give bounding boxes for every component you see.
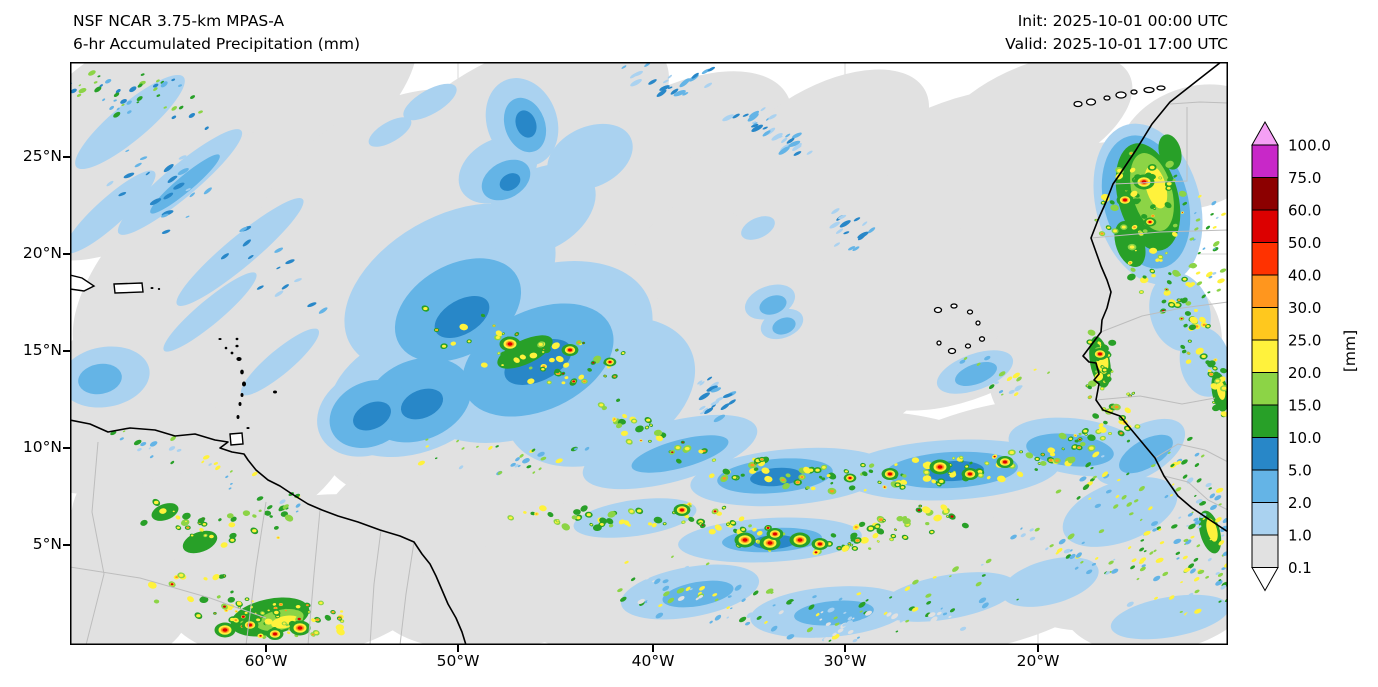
colorbar-tick-label: 1.0 bbox=[1288, 527, 1312, 545]
coastlines bbox=[69, 61, 1229, 646]
valid-time: Valid: 2025-10-01 17:00 UTC bbox=[1005, 35, 1228, 53]
lon-tick-mark bbox=[652, 645, 654, 652]
puerto-rico bbox=[113, 282, 144, 294]
lat-tick-label: 15°N bbox=[22, 341, 62, 359]
lon-tick-mark bbox=[1037, 645, 1039, 652]
lat-tick-label: 5°N bbox=[32, 535, 62, 553]
precip-speckle-layer bbox=[64, 62, 1236, 645]
lon-tick-label: 40°W bbox=[631, 652, 675, 670]
colorbar-unit-label: [mm] bbox=[1341, 329, 1359, 373]
coastline-south-america bbox=[69, 419, 467, 646]
lon-tick-mark bbox=[844, 645, 846, 652]
lon-tick-label: 20°W bbox=[1016, 652, 1060, 670]
hispaniola-tip bbox=[69, 274, 96, 292]
map-frame bbox=[70, 62, 1228, 645]
greater-antilles bbox=[69, 274, 244, 446]
colorbar-tick-label: 30.0 bbox=[1288, 299, 1321, 317]
lon-tick-label: 50°W bbox=[436, 652, 480, 670]
lat-tick-mark bbox=[63, 350, 70, 352]
precip-patch-layer bbox=[151, 123, 1229, 637]
lat-tick-mark bbox=[63, 447, 70, 449]
lat-tick-label: 10°N bbox=[22, 438, 62, 456]
colorbar-tick-label: 2.0 bbox=[1288, 494, 1312, 512]
admin-borders bbox=[69, 101, 1229, 646]
title-line-2: 6-hr Accumulated Precipitation (mm) bbox=[73, 35, 360, 53]
colorbar-tick-label: 60.0 bbox=[1288, 202, 1321, 220]
title-line-1: NSF NCAR 3.75-km MPAS-A bbox=[73, 12, 285, 30]
map-plot bbox=[1, 8, 1276, 674]
colorbar-tick-label: 10.0 bbox=[1288, 429, 1321, 447]
lon-tick-label: 30°W bbox=[823, 652, 867, 670]
lon-tick-label: 60°W bbox=[244, 652, 288, 670]
islands bbox=[69, 85, 1166, 446]
lat-tick-mark bbox=[63, 156, 70, 158]
lat-tick-mark bbox=[63, 253, 70, 255]
lat-tick-label: 25°N bbox=[22, 147, 62, 165]
canary-islands bbox=[1073, 85, 1166, 108]
colorbar-tick-label: 20.0 bbox=[1288, 364, 1321, 382]
plot-times: Init: 2025-10-01 00:00 UTC Valid: 2025-1… bbox=[1005, 10, 1228, 56]
lat-tick-label: 20°N bbox=[22, 244, 62, 262]
colorbar-tick-label: 100.0 bbox=[1288, 137, 1331, 155]
colorbar-tick-label: 0.1 bbox=[1288, 559, 1312, 577]
map-area bbox=[1, 8, 1276, 674]
colorbar-tick-label: 25.0 bbox=[1288, 332, 1321, 350]
lat-tick-mark bbox=[63, 544, 70, 546]
cape-verde-islands bbox=[933, 303, 986, 355]
lon-tick-mark bbox=[457, 645, 459, 652]
plot-title: NSF NCAR 3.75-km MPAS-A 6-hr Accumulated… bbox=[73, 10, 360, 56]
trinidad bbox=[229, 432, 244, 446]
lon-tick-mark bbox=[265, 645, 267, 652]
colorbar-tick-label: 40.0 bbox=[1288, 267, 1321, 285]
colorbar-tick-label: 50.0 bbox=[1288, 234, 1321, 252]
lesser-antilles bbox=[150, 287, 277, 429]
colorbar-svg: 100.0 75.0 60.0 50.0 40.0 30.0 25.0 20.0 15.0 10.… bbox=[1251, 120, 1331, 592]
precip-cell-layer bbox=[214, 174, 1157, 640]
init-time: Init: 2025-10-01 00:00 UTC bbox=[1017, 12, 1228, 30]
colorbar: 100.0 75.0 60.0 50.0 40.0 30.0 25.0 20.0 15.0 10.… bbox=[1244, 118, 1374, 598]
colorbar-tick-label: 5.0 bbox=[1288, 462, 1312, 480]
precip-blue-layer bbox=[60, 74, 1231, 640]
colorbar-tick-label: 75.0 bbox=[1288, 169, 1321, 187]
colorbar-tick-label: 15.0 bbox=[1288, 397, 1321, 415]
coastline-africa bbox=[1082, 61, 1229, 533]
